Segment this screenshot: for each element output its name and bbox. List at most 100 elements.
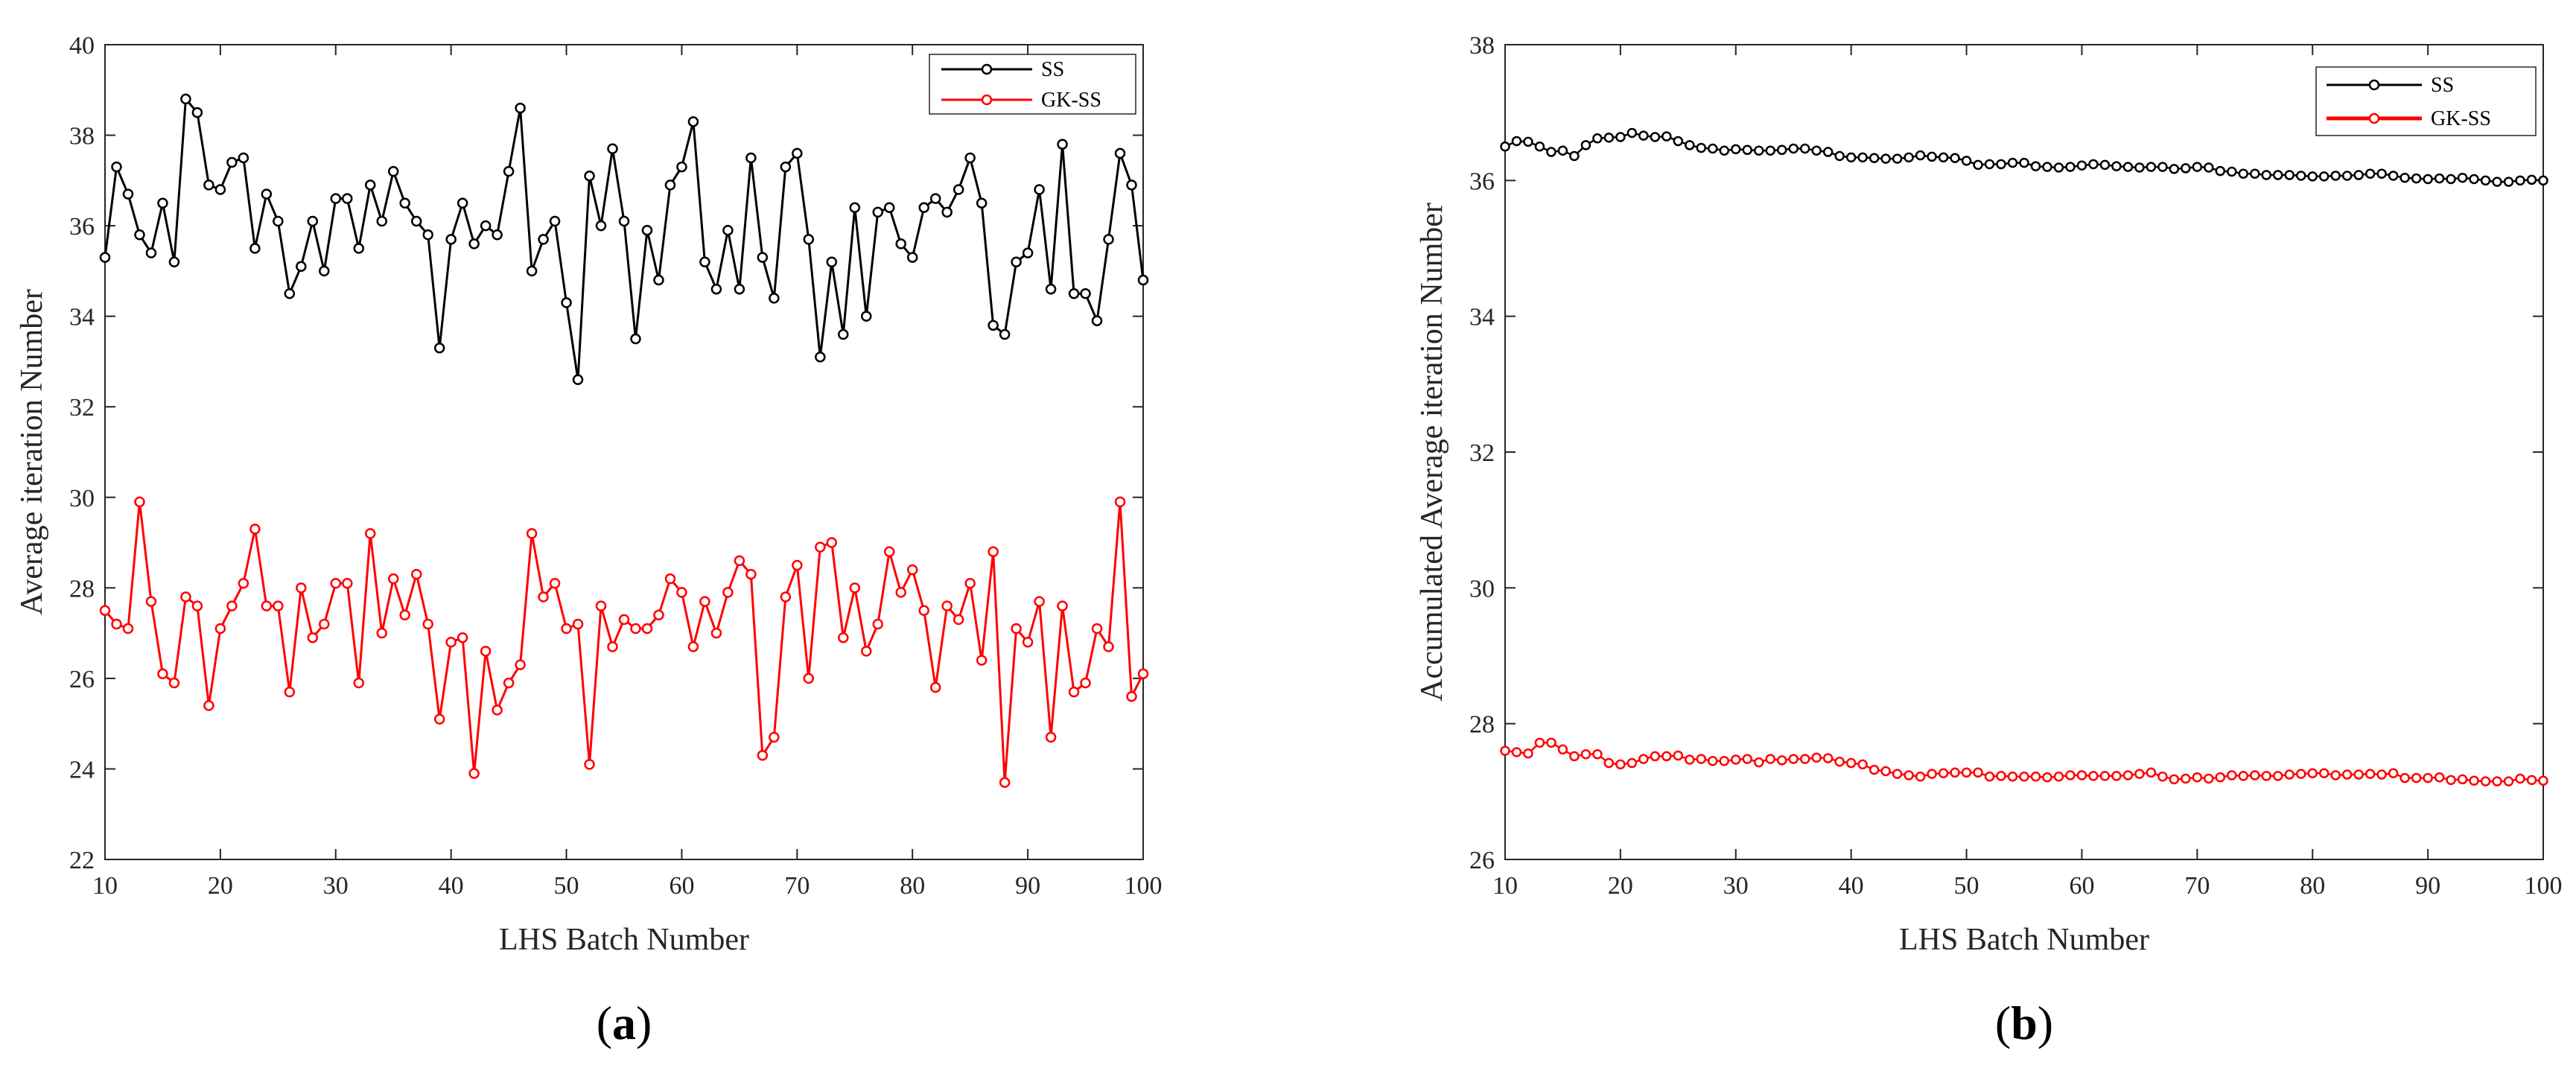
data-point-ss	[2146, 162, 2157, 172]
data-point-ss	[145, 247, 157, 258]
y-tick-label: 34	[69, 304, 95, 331]
data-point-ss	[1927, 151, 1937, 162]
y-tick-label: 30	[69, 485, 95, 512]
data-point-gkss	[1742, 754, 1753, 764]
data-point-gkss	[2503, 776, 2514, 786]
data-point-gkss	[2181, 773, 2191, 784]
data-point-ss	[2284, 170, 2294, 180]
data-point-ss	[1068, 288, 1080, 299]
data-point-gkss	[2469, 775, 2479, 786]
data-point-ss	[111, 161, 122, 173]
data-point-gkss	[330, 578, 342, 589]
data-point-ss	[2480, 175, 2491, 186]
data-point-gkss	[1661, 751, 1672, 762]
data-point-ss	[2215, 165, 2226, 177]
data-point-ss	[618, 215, 630, 227]
data-point-ss	[792, 147, 803, 159]
x-tick-label: 60	[2069, 872, 2094, 900]
data-point-gkss	[757, 749, 769, 761]
data-point-gkss	[1580, 748, 1591, 760]
data-point-gkss	[2157, 772, 2168, 782]
series-ss-b	[1500, 127, 2548, 187]
data-point-ss	[803, 234, 815, 245]
data-point-gkss	[1961, 767, 1972, 778]
data-point-ss	[572, 374, 584, 386]
data-point-ss	[261, 188, 273, 200]
data-point-ss	[1811, 145, 1822, 156]
data-point-gkss	[1938, 768, 1949, 778]
plot-area-a	[104, 44, 1144, 860]
data-point-gkss	[238, 578, 249, 589]
data-point-gkss	[1996, 771, 2006, 781]
data-point-ss	[1857, 152, 1868, 163]
x-tick-label: 10	[1492, 872, 1518, 900]
data-point-gkss	[1615, 759, 1626, 770]
data-point-ss	[2503, 177, 2514, 187]
data-point-ss	[273, 215, 284, 227]
data-point-gkss	[2457, 774, 2468, 785]
data-point-ss	[1776, 144, 1787, 156]
data-point-ss	[1673, 136, 1684, 147]
data-point-ss	[1845, 152, 1857, 163]
data-point-ss	[549, 215, 561, 227]
data-point-ss	[929, 193, 941, 204]
data-point-gkss	[2215, 772, 2226, 783]
data-point-gkss	[2318, 768, 2329, 778]
data-point-ss	[2353, 170, 2364, 180]
x-tick-label: 40	[439, 872, 464, 900]
y-axis-label-a: Average iteration Number	[15, 289, 49, 615]
data-point-gkss	[122, 623, 134, 635]
data-point-gkss	[2446, 775, 2456, 786]
data-point-ss	[2307, 171, 2318, 182]
data-point-ss	[1754, 145, 1764, 156]
data-point-ss	[710, 283, 722, 295]
data-point-gkss	[1592, 748, 1603, 760]
data-point-gkss	[422, 618, 433, 630]
data-point-gkss	[1696, 754, 1707, 764]
data-point-gkss	[1904, 770, 1914, 781]
data-point-gkss	[1011, 623, 1022, 635]
data-point-gkss	[895, 587, 906, 598]
data-point-gkss	[872, 618, 884, 630]
data-point-gkss	[2042, 772, 2052, 783]
x-tick-label: 30	[1723, 872, 1749, 900]
data-point-gkss	[1603, 757, 1615, 769]
data-point-gkss	[1650, 751, 1661, 762]
data-point-gkss	[99, 605, 111, 616]
data-point-ss	[745, 152, 757, 164]
data-point-ss	[342, 193, 353, 204]
data-point-ss	[2411, 173, 2422, 184]
legend-a: SS GK-SS	[929, 54, 1136, 115]
data-point-gkss	[157, 668, 168, 680]
data-point-ss	[1022, 247, 1034, 258]
data-point-gkss	[2492, 776, 2502, 786]
data-point-gkss	[2376, 769, 2387, 780]
data-point-ss	[238, 152, 249, 164]
data-point-gkss	[1811, 752, 1822, 763]
data-point-gkss	[134, 496, 145, 508]
data-point-ss	[1650, 132, 1661, 142]
data-point-ss	[1603, 133, 1615, 143]
data-point-gkss	[699, 596, 710, 607]
data-point-ss	[1731, 144, 1741, 155]
data-point-ss	[364, 179, 376, 191]
data-point-gkss	[2088, 771, 2099, 781]
data-point-gkss	[526, 528, 538, 539]
data-point-gkss	[976, 655, 988, 666]
data-point-gkss	[2111, 771, 2122, 781]
data-point-gkss	[273, 600, 284, 611]
x-tick-label: 70	[2184, 872, 2210, 900]
data-point-gkss	[1834, 756, 1845, 767]
data-point-gkss	[1034, 596, 1045, 607]
legend-label-gkss-a: GK-SS	[1041, 89, 1101, 112]
data-point-gkss	[2526, 775, 2537, 786]
data-point-ss	[214, 184, 226, 195]
data-point-gkss	[941, 600, 953, 611]
data-point-gkss	[906, 564, 918, 576]
data-point-ss	[734, 283, 745, 295]
data-point-ss	[2192, 162, 2203, 172]
data-point-ss	[1685, 140, 1695, 150]
data-point-gkss	[664, 573, 676, 585]
data-point-ss	[2295, 171, 2306, 181]
data-point-gkss	[1557, 744, 1568, 755]
